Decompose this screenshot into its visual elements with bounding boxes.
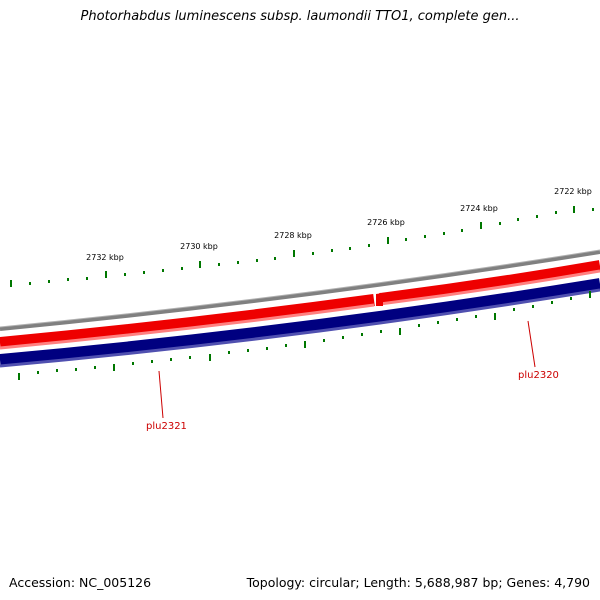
backbone-highlight <box>0 249 600 328</box>
scale-label: 2726 kbp <box>367 218 405 227</box>
gene-leader-line <box>158 370 164 419</box>
scale-label: 2728 kbp <box>274 231 312 240</box>
gene-label[interactable]: plu2320 <box>518 370 559 381</box>
reverse-gene-track <box>0 278 600 366</box>
accession-text: Accession: NC_005126 <box>9 575 152 590</box>
scale-label: 2732 kbp <box>86 253 124 262</box>
forward-gene-track-right <box>379 260 600 305</box>
inner-scale-ticks <box>18 291 591 380</box>
backbone-track <box>0 250 600 331</box>
forward-gene-track-left <box>0 294 375 349</box>
scale-label: 2730 kbp <box>180 242 218 251</box>
gene-arrow-head <box>376 293 383 306</box>
gene-leader-line <box>527 320 536 368</box>
forward-gene-track-right-shade <box>379 269 600 306</box>
forward-gene-track-left-shade <box>0 303 375 350</box>
scale-label: 2724 kbp <box>460 204 498 213</box>
map-title: Photorhabdus luminescens subsp. laumondi… <box>80 9 520 24</box>
genome-summary-text: Topology: circular; Length: 5,688,987 bp… <box>246 575 590 590</box>
gene-label[interactable]: plu2321 <box>146 421 187 432</box>
scale-label: 2722 kbp <box>554 187 592 196</box>
reverse-gene-track-shade <box>0 288 600 368</box>
outer-scale-ticks <box>10 206 594 287</box>
